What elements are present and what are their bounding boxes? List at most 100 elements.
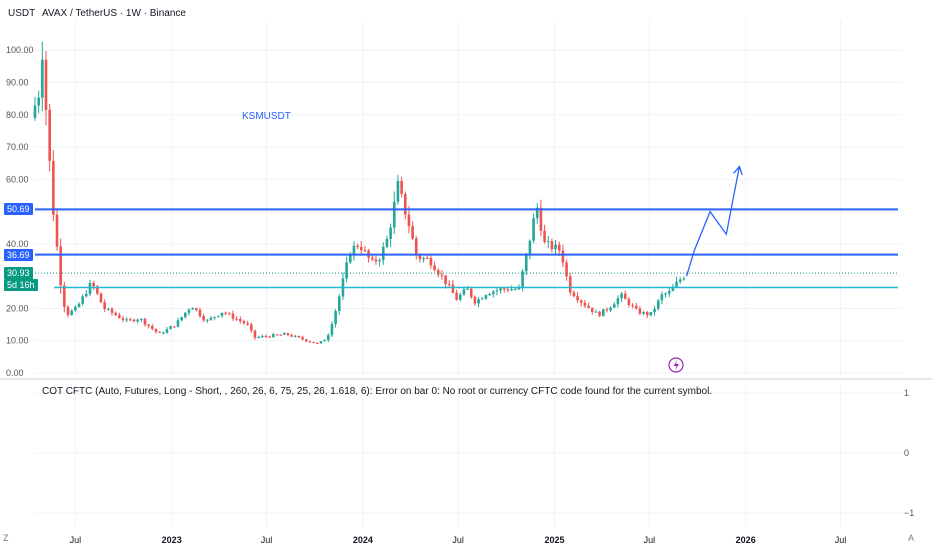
candle-body bbox=[63, 285, 66, 308]
candle-body bbox=[238, 319, 242, 322]
candle-body bbox=[671, 286, 675, 291]
indicator-tick-label: 0 bbox=[904, 448, 909, 458]
candle-body bbox=[136, 319, 139, 322]
last-price-tag: 30.93 bbox=[4, 267, 33, 280]
candle-body bbox=[444, 275, 447, 285]
candle-body bbox=[594, 311, 598, 313]
candle-body bbox=[85, 293, 88, 297]
candle-body bbox=[184, 312, 187, 318]
candle-body bbox=[532, 218, 535, 241]
candle-body bbox=[389, 227, 392, 239]
candle-body bbox=[447, 284, 451, 286]
candle-body bbox=[337, 296, 341, 311]
time-tick-label: 2023 bbox=[162, 535, 182, 545]
candle-body bbox=[99, 293, 103, 303]
candle-body bbox=[374, 259, 378, 262]
candle-body bbox=[550, 241, 554, 250]
candle-body bbox=[143, 318, 147, 325]
candle-body bbox=[583, 302, 587, 306]
candle-body bbox=[301, 337, 304, 340]
candle-body bbox=[425, 257, 429, 259]
candle-body bbox=[235, 318, 238, 320]
candle-body bbox=[506, 289, 510, 291]
candle-body bbox=[356, 245, 359, 248]
candle-body bbox=[620, 293, 623, 299]
candle-body bbox=[224, 312, 227, 314]
candle-body bbox=[198, 309, 202, 317]
candle-body bbox=[33, 105, 37, 118]
candle-body bbox=[257, 336, 260, 338]
candle-body bbox=[217, 315, 220, 317]
candle-body bbox=[118, 315, 121, 318]
candle-body bbox=[466, 288, 469, 290]
candle-body bbox=[396, 181, 400, 202]
time-tick-label: Jul bbox=[70, 535, 82, 545]
candle-body bbox=[92, 282, 95, 287]
candle-body bbox=[418, 254, 422, 260]
candle-body bbox=[579, 300, 583, 303]
candle-body bbox=[264, 336, 268, 338]
timezone-marker[interactable]: Z bbox=[3, 533, 9, 543]
time-tick-label: Jul bbox=[644, 535, 656, 545]
time-tick-label: Jul bbox=[452, 535, 464, 545]
lightning-icon[interactable] bbox=[668, 357, 684, 373]
candle-body bbox=[623, 293, 627, 299]
candle-body bbox=[521, 271, 524, 288]
candle-body bbox=[469, 288, 473, 297]
auto-scale-button[interactable]: A bbox=[907, 533, 914, 543]
candle-body bbox=[162, 332, 165, 334]
candle-body bbox=[561, 250, 565, 263]
candle-body bbox=[359, 247, 363, 251]
candle-body bbox=[59, 246, 62, 286]
time-tick-label: 2025 bbox=[545, 535, 565, 545]
candle-body bbox=[308, 341, 312, 343]
indicator-tick-label: 1 bbox=[904, 388, 909, 398]
candle-body bbox=[616, 298, 620, 305]
candle-body bbox=[502, 288, 506, 290]
candle-body bbox=[660, 294, 664, 301]
time-tick-label: Jul bbox=[261, 535, 273, 545]
candle-body bbox=[477, 299, 480, 304]
candle-body bbox=[260, 336, 264, 338]
indicator-grid bbox=[35, 384, 902, 528]
candle-body bbox=[667, 290, 671, 294]
candle-body bbox=[114, 312, 117, 316]
candle-body bbox=[429, 258, 433, 266]
candle-body bbox=[462, 289, 466, 295]
candle-body bbox=[480, 298, 484, 300]
candle-body bbox=[631, 305, 634, 307]
candle-body bbox=[656, 300, 660, 309]
price-tick-label: 0.00 bbox=[6, 368, 24, 378]
candle-body bbox=[176, 320, 180, 327]
candle-body bbox=[286, 333, 290, 336]
candle-body bbox=[348, 253, 352, 263]
candle-body bbox=[400, 181, 403, 194]
candle-body bbox=[213, 316, 216, 318]
candle-body bbox=[151, 325, 154, 329]
candle-body bbox=[81, 296, 84, 304]
candle-body bbox=[191, 308, 194, 310]
candle-body bbox=[422, 257, 425, 260]
candle-body bbox=[195, 308, 198, 310]
symbol-title[interactable]: AVAX / TetherUS · 1W · Binance bbox=[42, 8, 186, 19]
candle-body bbox=[433, 265, 436, 271]
resistance-high-price-tag: 50.69 bbox=[4, 203, 33, 216]
indicator-axis: 1 0 −1 bbox=[904, 388, 914, 518]
candle-body bbox=[246, 323, 249, 325]
candle-body bbox=[414, 238, 418, 255]
pane-divider[interactable] bbox=[0, 378, 932, 380]
candle-body bbox=[121, 317, 125, 320]
candle-body bbox=[510, 289, 513, 291]
price-tick-label: 90.00 bbox=[6, 77, 29, 87]
ksmusdt-annotation: KSMUSDT bbox=[242, 111, 291, 122]
candle-body bbox=[609, 307, 612, 311]
candle-body bbox=[645, 311, 649, 316]
candle-body bbox=[158, 331, 161, 333]
candle-body bbox=[612, 304, 616, 308]
candle-body bbox=[180, 317, 183, 321]
candle-body bbox=[279, 334, 282, 336]
candle-body bbox=[370, 257, 374, 260]
candle-body bbox=[154, 328, 158, 332]
candle-body bbox=[88, 282, 92, 294]
